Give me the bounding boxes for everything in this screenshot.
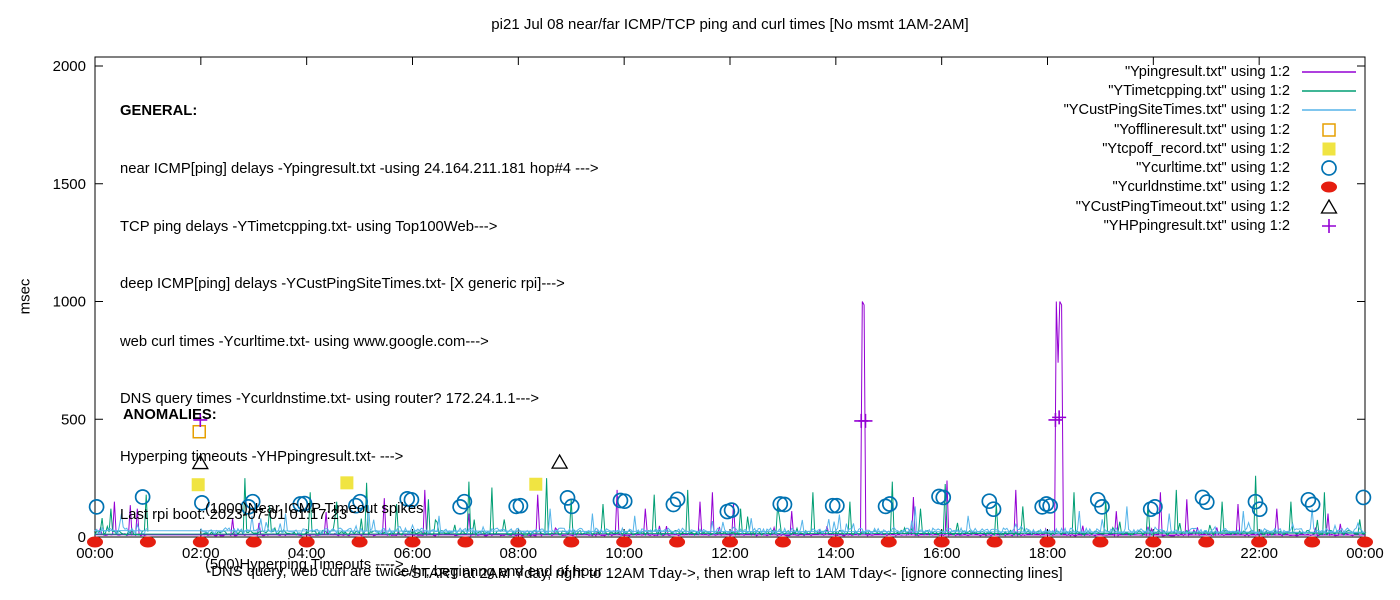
- legend-sample: [1322, 219, 1336, 234]
- x-tick-label: 00:00: [1346, 545, 1384, 562]
- chart-title: pi21 Jul 08 near/far ICMP/TCP ping and c…: [491, 16, 969, 33]
- series-line-0: [94, 301, 1366, 537]
- legend-label: "Ycurltime.txt" using 1:2: [1136, 160, 1290, 177]
- legend-sample: [1322, 122, 1336, 137]
- legend-item: "Yofflineresult.txt" using 1:2: [1064, 120, 1358, 139]
- anomalies-heading: ANOMALIES:: [123, 407, 217, 424]
- legend-item: "Ytcpoff_record.txt" using 1:2: [1064, 139, 1358, 158]
- legend-sample: [1302, 109, 1356, 111]
- general-line: DNS query times -Ycurldnstime.txt- using…: [120, 391, 540, 408]
- y-tick-label: 1500: [53, 176, 86, 193]
- general-line: Hyperping timeouts -YHPpingresult.txt- -…: [120, 449, 404, 466]
- series-line-2: [93, 505, 1366, 536]
- x-tick-label: 18:00: [1029, 545, 1067, 562]
- legend-label: "YCustPingTimeout.txt" using 1:2: [1075, 198, 1290, 215]
- general-line: Last rpi boot: 2023-07-01 01:17:23: [120, 506, 348, 523]
- series-markers-3: [192, 424, 206, 439]
- x-tick-label: 20:00: [1135, 545, 1173, 562]
- general-line: -DNS query, web curl are twice/hr, begin…: [120, 564, 603, 581]
- legend-label: "YHPpingresult.txt" using 1:2: [1103, 218, 1290, 235]
- anomaly-line: (500)Hyperping Timeouts ---->: [205, 557, 404, 574]
- general-line: near ICMP[ping] delays -Ypingresult.txt …: [120, 161, 599, 178]
- legend-sample: [1320, 198, 1338, 214]
- series-markers-8: [193, 410, 1067, 428]
- legend-label: "Yofflineresult.txt" using 1:2: [1114, 121, 1290, 138]
- x-tick-label: 12:00: [711, 545, 749, 562]
- y-tick-label: 500: [61, 411, 86, 428]
- x-tick-label: 02:00: [182, 545, 220, 562]
- legend-item: "YCustPingTimeout.txt" using 1:2: [1064, 197, 1358, 216]
- y-tick-label: 0: [78, 529, 86, 546]
- x-tick-label: 08:00: [500, 545, 538, 562]
- x-tick-label: 06:00: [394, 545, 432, 562]
- legend-label: "Ypingresult.txt" using 1:2: [1124, 63, 1290, 80]
- legend-label: "YCustPingSiteTimes.txt" using 1:2: [1063, 102, 1290, 119]
- anomalies-annotation-block: ANOMALIES: (1000)Near ICMP Timeout spike…: [123, 369, 423, 600]
- legend-item: "Ycurldnstime.txt" using 1:2: [1064, 178, 1358, 197]
- general-line: deep ICMP[ping] delays -YCustPingSiteTim…: [120, 276, 565, 293]
- y-tick-label: 1000: [53, 294, 86, 311]
- legend-label: "Ycurldnstime.txt" using 1:2: [1112, 179, 1290, 196]
- x-tick-label: 10:00: [605, 545, 643, 562]
- general-line: web curl times -Ycurltime.txt- using www…: [120, 333, 489, 350]
- anomaly-line: (1000)Near ICMP Timeout spikes: [205, 500, 424, 517]
- legend-item: "Ypingresult.txt" using 1:2: [1064, 62, 1358, 81]
- legend-sample: [1302, 70, 1356, 73]
- series-markers-6: [87, 536, 1373, 548]
- y-axis-label: msec: [16, 278, 34, 315]
- legend-sample: [1302, 90, 1356, 92]
- series-markers-4: [191, 476, 543, 492]
- legend-item: "YCustPingSiteTimes.txt" using 1:2: [1064, 101, 1358, 120]
- legend-item: "Ycurltime.txt" using 1:2: [1064, 158, 1358, 177]
- legend-label: "YTimetcpping.txt" using 1:2: [1108, 82, 1290, 99]
- y-tick-label: 2000: [53, 58, 86, 75]
- general-annotation-block: GENERAL: near ICMP[ping] delays -Ypingre…: [120, 64, 653, 600]
- x-tick-label: 22:00: [1240, 545, 1278, 562]
- legend-item: "YTimetcpping.txt" using 1:2: [1064, 81, 1358, 100]
- legend-sample: [1321, 160, 1337, 176]
- legend-sample: [1321, 181, 1337, 193]
- general-line: TCP ping delays -YTimetcpping.txt- using…: [120, 218, 498, 235]
- x-tick-label: 16:00: [923, 545, 961, 562]
- x-tick-label: 04:00: [288, 545, 326, 562]
- legend-item: "YHPpingresult.txt" using 1:2: [1064, 216, 1358, 235]
- legend-sample: [1322, 142, 1336, 156]
- series-markers-7: [191, 453, 569, 470]
- x-tick-label: 00:00: [76, 545, 114, 562]
- x-tick-label: 14:00: [817, 545, 855, 562]
- series-markers-5: [88, 488, 1372, 520]
- general-heading: GENERAL:: [120, 103, 198, 120]
- legend-label: "Ytcpoff_record.txt" using 1:2: [1102, 140, 1290, 157]
- chart-legend: "Ypingresult.txt" using 1:2 "YTimetcpping…: [1064, 62, 1358, 236]
- x-axis-caption: <-START at 2AM Yday, right to 12AM Tday-…: [397, 565, 1063, 582]
